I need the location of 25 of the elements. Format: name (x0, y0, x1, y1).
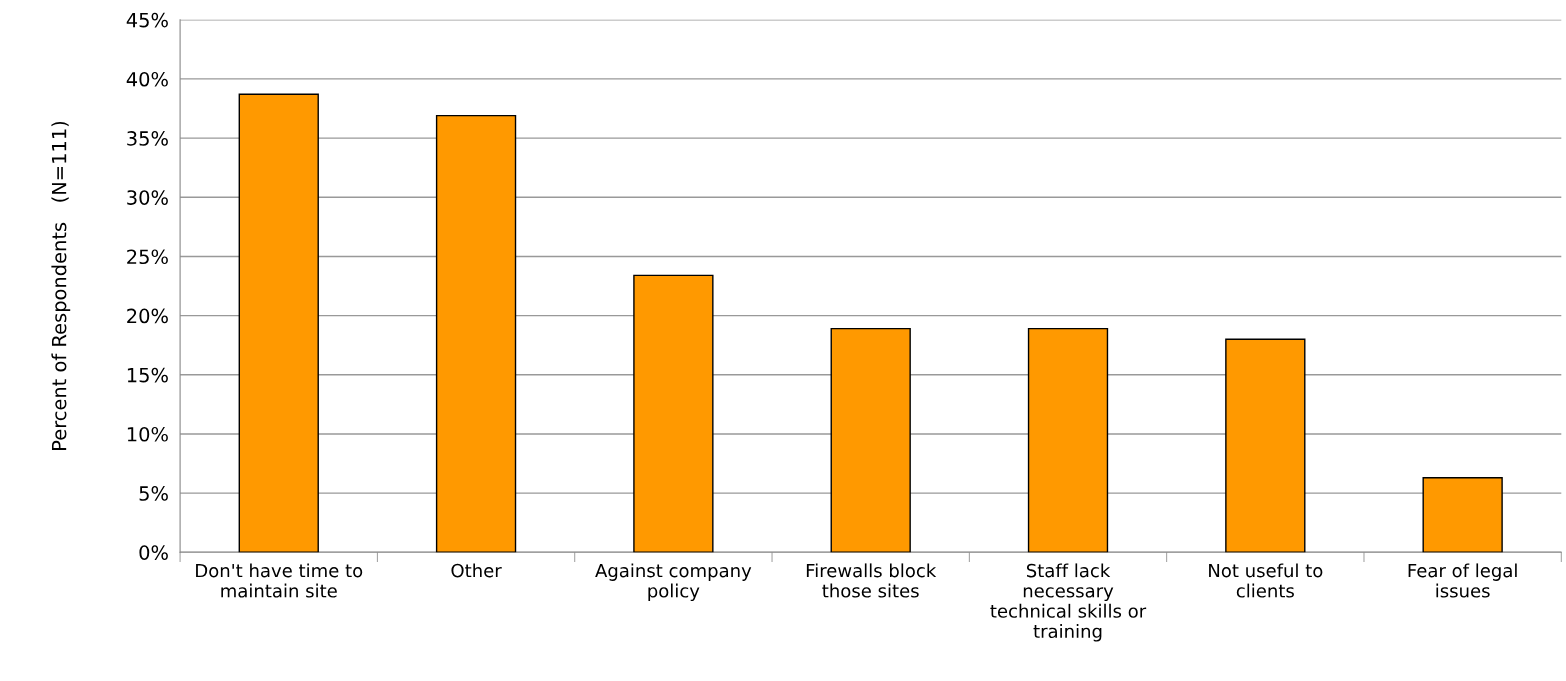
bar (830, 327, 911, 553)
x-tick-label: Fear of legal issues (1408, 563, 1517, 598)
x-tick-label: Don't have time to maintain site (196, 563, 363, 598)
y-tick-label: 0% (139, 545, 168, 560)
y-axis-title: Percent of Respondents (N=111) (51, 121, 71, 450)
bar (633, 274, 714, 553)
y-tick-label: 35% (127, 131, 168, 146)
x-tick-label: Against company policy (595, 563, 752, 602)
y-tick-label: 30% (127, 190, 168, 205)
y-tick-label: 10% (127, 426, 168, 442)
bar (435, 114, 517, 553)
bar (1225, 338, 1306, 553)
x-tick-label: Firewalls block those sites (806, 563, 937, 598)
y-tick-label: 25% (127, 249, 168, 265)
y-tick-label: 5% (139, 486, 168, 501)
bar (238, 93, 319, 553)
y-tick-label: 15% (127, 367, 168, 383)
x-tick-label: Other (451, 563, 502, 578)
y-tick-label: 40% (126, 71, 168, 87)
y-tick-label: 45% (126, 12, 168, 28)
y-tick-label: 20% (127, 308, 168, 324)
x-tick-label: Staff lack necessary technical skills or training (990, 563, 1147, 642)
bar (1027, 327, 1109, 553)
bar (1422, 477, 1503, 553)
x-tick-label: Not useful to clients (1209, 563, 1323, 598)
